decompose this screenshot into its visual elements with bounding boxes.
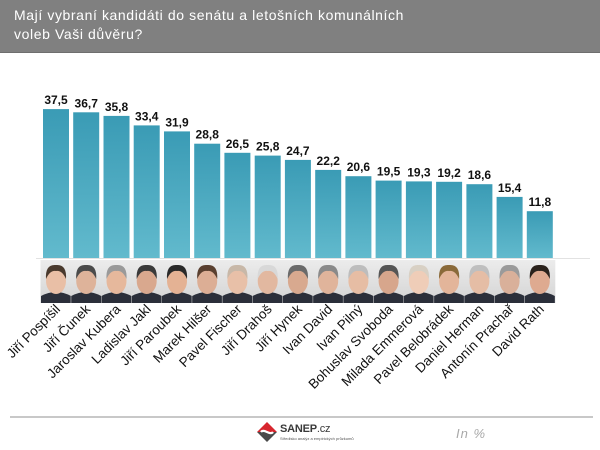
candidate-photo-0	[40, 260, 72, 303]
bar-7	[254, 155, 281, 258]
chart-title: Mají vybraní kandidáti do senátu a letoš…	[14, 7, 405, 42]
bar-15	[496, 196, 523, 258]
bar-3	[133, 125, 160, 259]
candidate-photo-9	[312, 260, 344, 303]
bar-2	[103, 115, 130, 259]
photos-group	[40, 260, 556, 303]
value-label-12: 19,3	[407, 165, 431, 179]
footer-divider	[10, 416, 593, 418]
bar-6	[224, 152, 251, 258]
bar-12	[405, 181, 432, 258]
candidate-photo-10	[342, 260, 374, 303]
value-label-8: 24,7	[286, 144, 310, 158]
bar-5	[194, 143, 221, 258]
candidate-photo-11	[373, 260, 405, 303]
bar-9	[315, 169, 342, 258]
unit-label: In %	[456, 426, 487, 441]
value-label-11: 19,5	[377, 165, 401, 179]
logo-tagline: Středisko analýz a empirických průzkumů	[280, 436, 354, 441]
bar-1	[73, 112, 100, 258]
bar-14	[466, 184, 493, 258]
header-bar: Mají vybraní kandidáti do senátu a letoš…	[0, 0, 600, 53]
bar-10	[345, 176, 372, 258]
value-label-6: 26,5	[226, 137, 250, 151]
candidate-photo-7	[252, 260, 284, 303]
candidate-photo-1	[70, 260, 102, 303]
value-label-10: 20,6	[347, 160, 371, 174]
bar-13	[436, 181, 463, 258]
candidate-photo-2	[101, 260, 132, 303]
value-label-0: 37,5	[44, 93, 68, 107]
logo-brand: SANEP.cz	[280, 423, 331, 435]
candidate-photo-15	[494, 260, 526, 303]
logo-brand-name: SANEP	[280, 423, 317, 435]
value-label-4: 31,9	[165, 115, 189, 129]
value-labels-group: 37,5 36,7 35,8 33,4 31,9 28,8 26,5 25,8 24,7 22,2…	[44, 93, 551, 209]
value-label-1: 36,7	[75, 96, 99, 110]
bar-4	[164, 131, 190, 258]
candidate-photo-16	[524, 260, 556, 303]
bars-group	[36, 109, 590, 259]
candidate-photo-13	[433, 260, 465, 303]
sanep-logo-icon	[257, 422, 277, 442]
bar-0	[43, 109, 69, 258]
value-label-15: 15,4	[498, 181, 522, 195]
value-label-2: 35,8	[105, 100, 129, 114]
candidate-photo-4	[161, 260, 193, 303]
sanep-logo: SANEP.cz Středisko analýz a empirických …	[256, 421, 356, 445]
logo-brand-suffix: .cz	[316, 423, 331, 435]
value-label-3: 33,4	[135, 109, 159, 123]
candidate-photo-14	[463, 260, 495, 303]
bar-8	[284, 159, 311, 258]
candidate-photo-6	[221, 260, 253, 303]
value-label-7: 25,8	[256, 140, 280, 154]
bar-chart: 37,5 36,7 35,8 33,4 31,9 28,8 26,5 25,8 24,7 22,2…	[4, 93, 590, 392]
value-label-13: 19,2	[437, 166, 461, 180]
value-label-16: 11,8	[528, 195, 551, 209]
candidate-photo-8	[282, 260, 314, 303]
candidate-photo-5	[191, 260, 223, 303]
bar-16	[526, 211, 553, 258]
bar-11	[375, 180, 402, 258]
value-label-5: 28,8	[196, 128, 220, 142]
candidate-photo-3	[131, 260, 163, 303]
candidate-photo-12	[403, 260, 435, 303]
value-label-9: 22,2	[317, 154, 341, 168]
value-label-14: 18,6	[468, 168, 492, 182]
